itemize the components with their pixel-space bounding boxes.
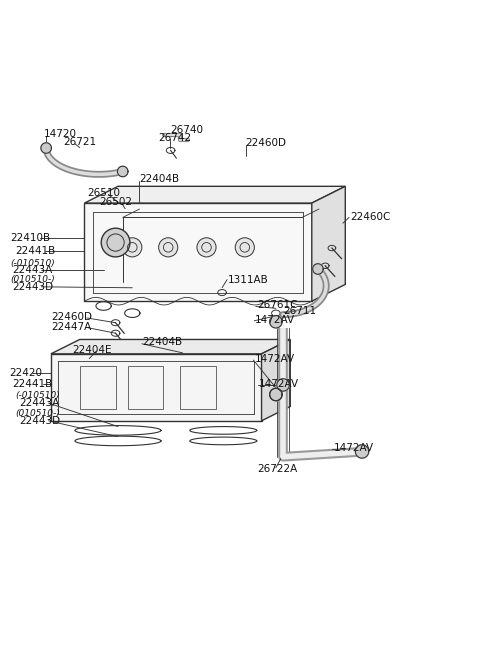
Text: 22460D: 22460D [51, 312, 92, 322]
Text: 22443D: 22443D [12, 282, 54, 292]
Text: (010510-): (010510-) [15, 409, 60, 418]
Text: 26740: 26740 [170, 125, 204, 136]
Text: (-010510): (-010510) [10, 259, 55, 268]
Circle shape [101, 228, 130, 257]
Text: 26711: 26711 [283, 306, 316, 316]
Text: 26761C: 26761C [257, 299, 297, 310]
Text: 22443A: 22443A [12, 265, 53, 275]
Polygon shape [355, 445, 369, 458]
Polygon shape [41, 143, 51, 153]
Text: 22420: 22420 [9, 369, 42, 379]
Polygon shape [51, 339, 290, 354]
Polygon shape [118, 166, 128, 177]
Polygon shape [270, 388, 282, 401]
Polygon shape [270, 316, 282, 328]
Polygon shape [312, 186, 345, 301]
Polygon shape [312, 264, 323, 274]
Text: 1472AV: 1472AV [333, 443, 373, 453]
Text: 26510: 26510 [87, 189, 120, 198]
Circle shape [197, 238, 216, 257]
Circle shape [158, 238, 178, 257]
Text: 22404B: 22404B [142, 337, 182, 347]
Text: 22441B: 22441B [12, 379, 53, 389]
Text: 26721: 26721 [63, 137, 96, 147]
Text: 22410B: 22410B [10, 233, 50, 242]
Text: 22447A: 22447A [51, 322, 91, 331]
Polygon shape [84, 186, 345, 203]
Text: (010510-): (010510-) [10, 275, 55, 284]
Text: 22443A: 22443A [19, 398, 59, 408]
Text: 26502: 26502 [99, 197, 132, 207]
Text: 26722A: 26722A [257, 464, 297, 474]
Text: (-010510): (-010510) [15, 391, 60, 400]
Text: 26742: 26742 [158, 134, 192, 143]
Polygon shape [51, 354, 262, 421]
Text: 1472AV: 1472AV [254, 354, 295, 364]
Polygon shape [277, 379, 289, 391]
Text: 22460C: 22460C [350, 212, 390, 223]
Text: 22404E: 22404E [72, 345, 112, 355]
Text: 22404B: 22404B [140, 174, 180, 184]
Circle shape [235, 238, 254, 257]
Text: 1472AV: 1472AV [254, 315, 295, 325]
Text: 1311AB: 1311AB [228, 274, 269, 285]
Polygon shape [270, 388, 282, 401]
Circle shape [123, 238, 142, 257]
Polygon shape [84, 203, 312, 301]
Text: 1472AV: 1472AV [259, 379, 299, 389]
Text: 22460D: 22460D [245, 138, 286, 148]
Polygon shape [262, 339, 290, 421]
Text: 22443D: 22443D [19, 416, 60, 426]
Text: 14720: 14720 [44, 128, 77, 139]
Text: 22441B: 22441B [15, 246, 55, 256]
